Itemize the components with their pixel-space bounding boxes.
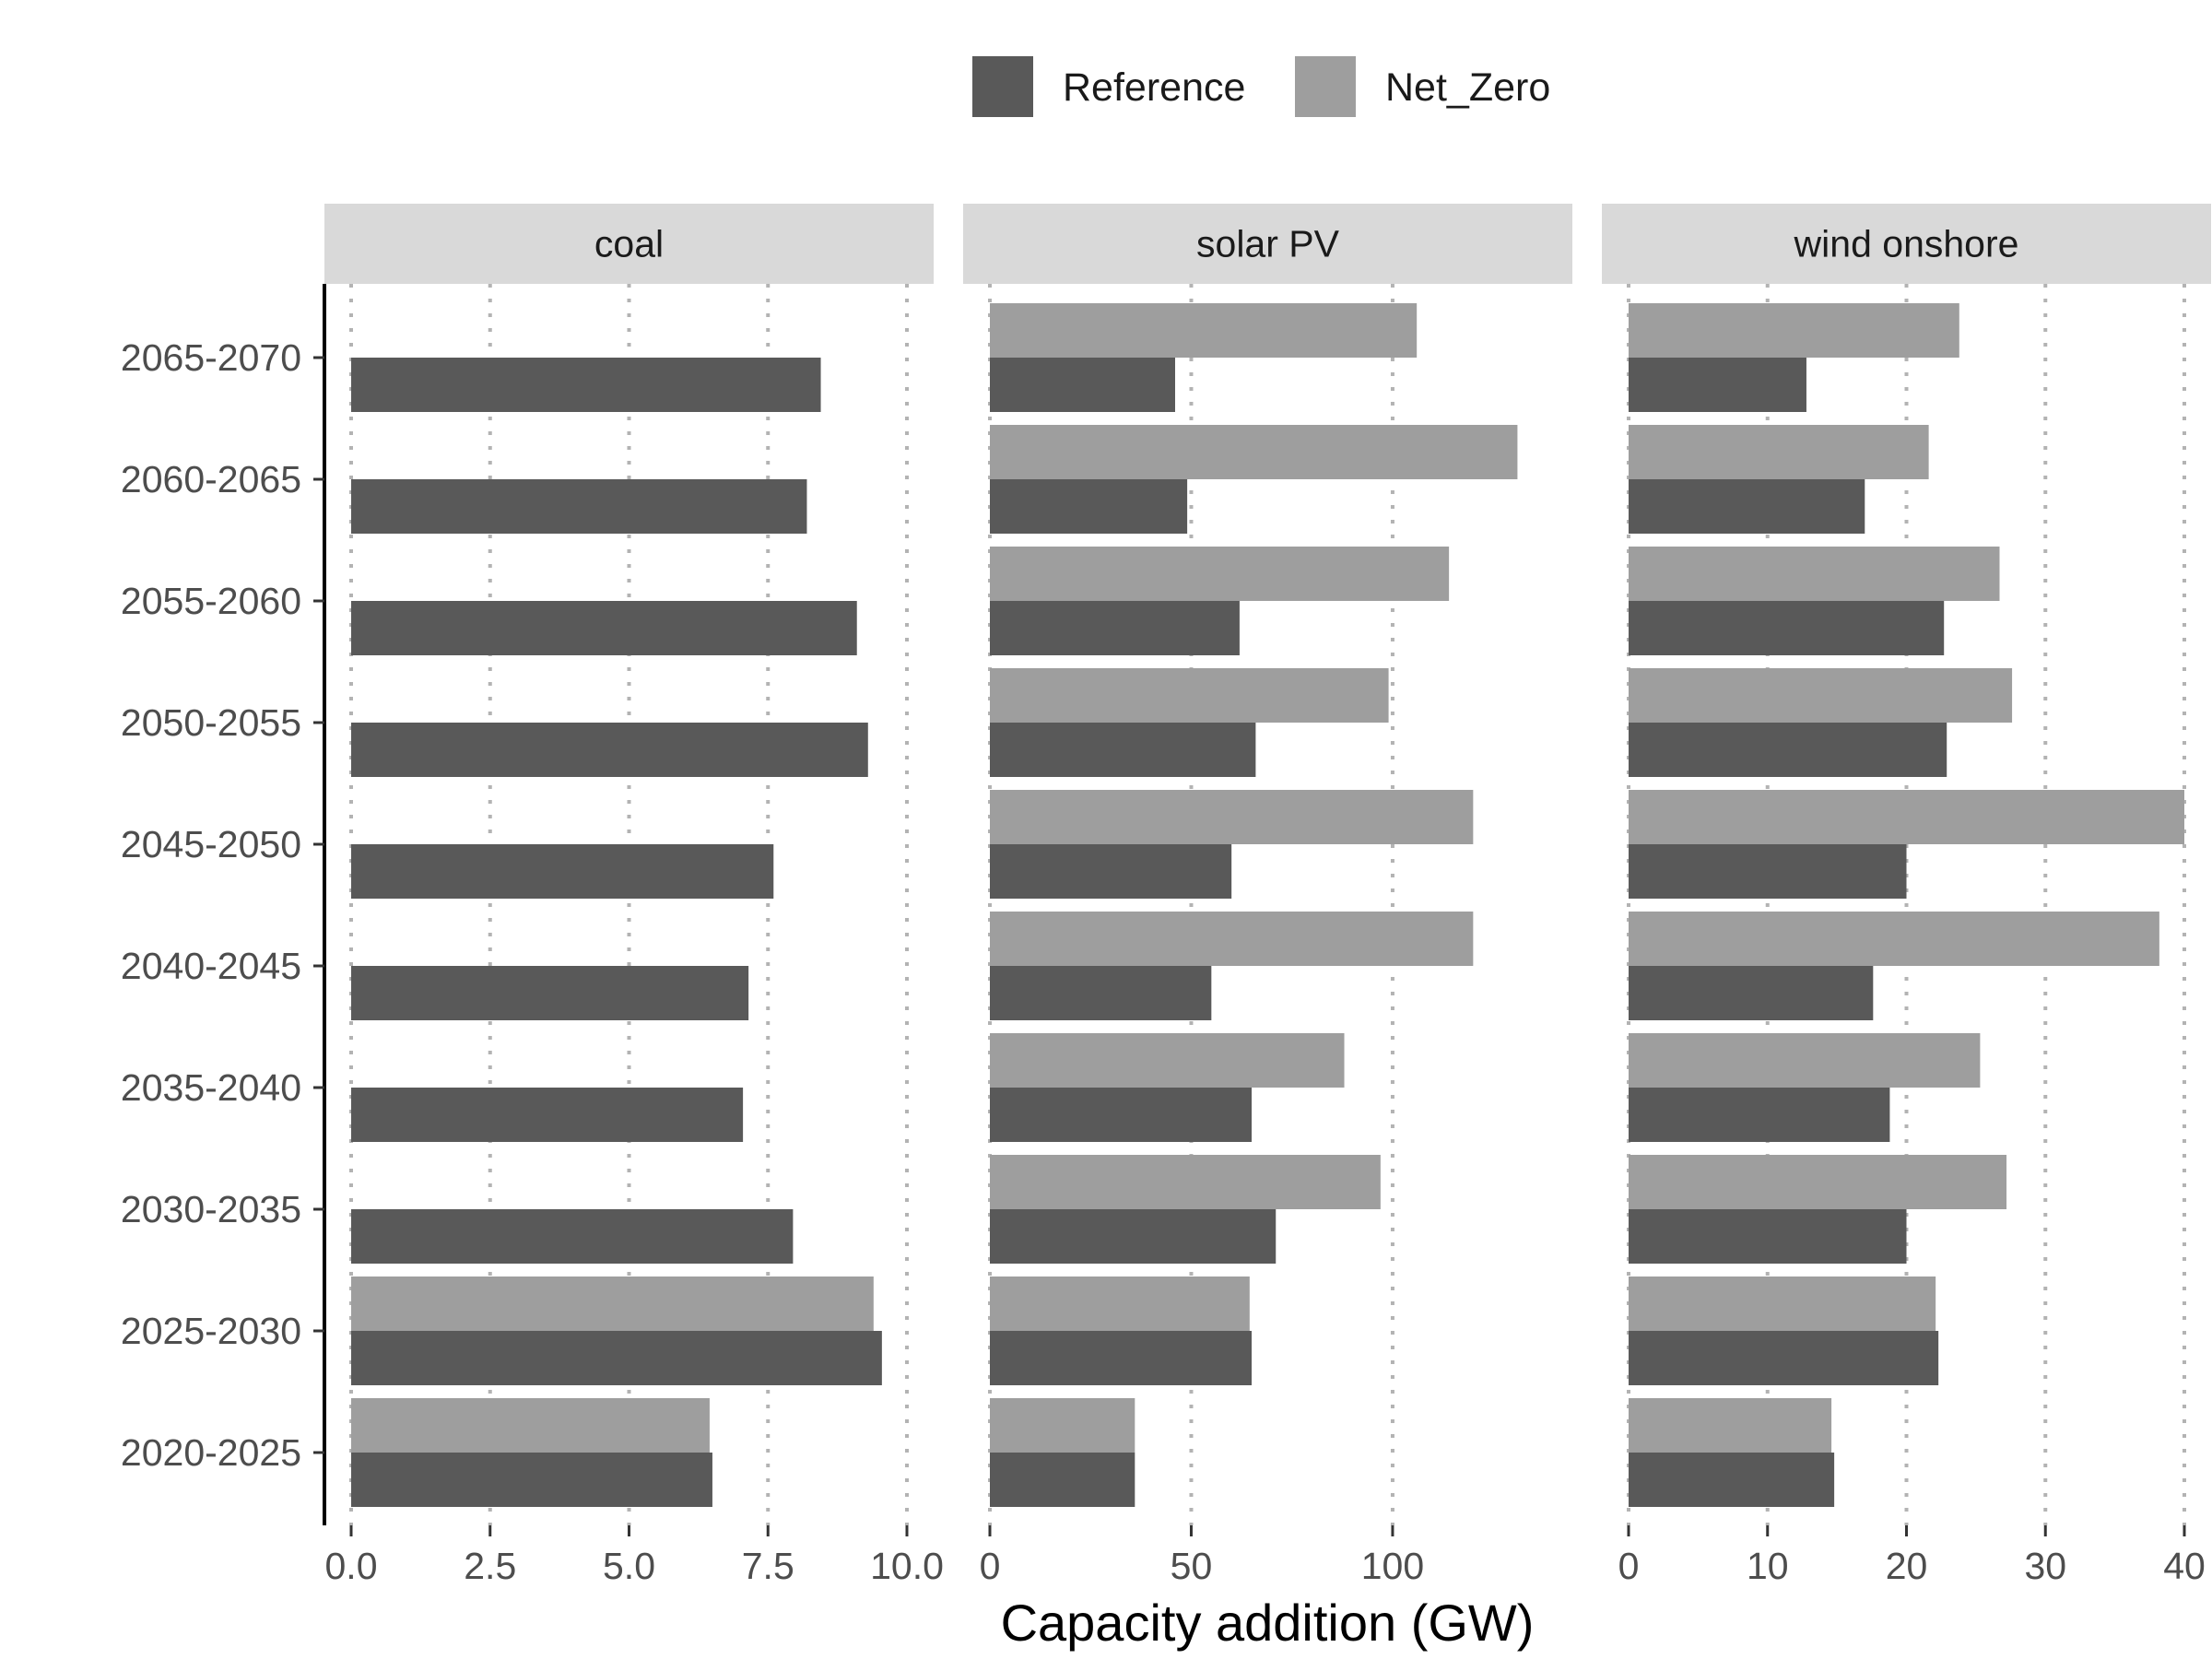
bar-net-zero-2050-2055 <box>1629 668 2013 723</box>
bar-net-zero-2060-2065 <box>990 425 1518 479</box>
y-tick-label: 2025-2030 <box>121 1310 301 1352</box>
bar-reference-2035-2040 <box>1629 1088 1890 1142</box>
bar-reference-2025-2030 <box>351 1331 882 1385</box>
bar-reference-2030-2035 <box>351 1209 794 1264</box>
bar-reference-2050-2055 <box>351 723 868 777</box>
y-tick-label: 2045-2050 <box>121 823 301 865</box>
bar-reference-2020-2025 <box>990 1453 1135 1507</box>
strip-solar-pv <box>963 204 1572 284</box>
bar-net-zero-2045-2050 <box>1629 790 2184 844</box>
bar-reference-2035-2040 <box>351 1088 744 1142</box>
strip-label: coal <box>594 223 664 265</box>
bar-reference-2045-2050 <box>990 844 1232 899</box>
bar-net-zero-2035-2040 <box>1629 1033 1981 1088</box>
bar-reference-2065-2070 <box>990 358 1175 412</box>
bar-net-zero-2025-2030 <box>1629 1277 1936 1331</box>
bar-net-zero-2025-2030 <box>990 1277 1250 1331</box>
bar-reference-2045-2050 <box>351 844 774 899</box>
panel-solar-pv: solar PV 0 50 100 <box>963 204 1572 1587</box>
y-tick-label: 2055-2060 <box>121 580 301 622</box>
y-tick-label: 2030-2035 <box>121 1188 301 1230</box>
strip-wind-onshore <box>1602 204 2211 284</box>
bar-reference-2035-2040 <box>990 1088 1253 1142</box>
x-tick-label: 30 <box>2024 1545 2066 1587</box>
x-tick-label: 0 <box>980 1545 1001 1587</box>
bar-reference-2060-2065 <box>1629 479 1865 534</box>
x-tick-label: 10.0 <box>870 1545 944 1587</box>
bar-net-zero-2020-2025 <box>351 1398 710 1453</box>
x-axis-title: Capacity addition (GW) <box>1001 1594 1535 1652</box>
x-tick-label: 0.0 <box>325 1545 378 1587</box>
bar-reference-2055-2060 <box>990 601 1240 655</box>
legend: Reference Net_Zero <box>972 56 1550 117</box>
x-tick-label: 5.0 <box>603 1545 655 1587</box>
bar-net-zero-2045-2050 <box>990 790 1474 844</box>
x-tick-label: 2.5 <box>464 1545 516 1587</box>
y-tick-label: 2040-2045 <box>121 945 301 987</box>
bar-net-zero-2060-2065 <box>1629 425 1929 479</box>
bar-reference-2045-2050 <box>1629 844 1907 899</box>
bar-reference-2040-2045 <box>1629 966 1874 1020</box>
bar-net-zero-2030-2035 <box>1629 1155 2007 1209</box>
bar-reference-2055-2060 <box>1629 601 1945 655</box>
bar-reference-2025-2030 <box>1629 1331 1939 1385</box>
legend-key-reference <box>972 56 1033 117</box>
x-tick-label: 40 <box>2163 1545 2206 1587</box>
bar-net-zero-2055-2060 <box>990 547 1450 601</box>
bar-reference-2025-2030 <box>990 1331 1253 1385</box>
y-tick-label: 2060-2065 <box>121 458 301 500</box>
bar-net-zero-2025-2030 <box>351 1277 874 1331</box>
bar-net-zero-2035-2040 <box>990 1033 1345 1088</box>
x-tick-label: 0 <box>1618 1545 1640 1587</box>
bar-reference-2030-2035 <box>1629 1209 1907 1264</box>
bar-net-zero-2050-2055 <box>990 668 1389 723</box>
bar-net-zero-2040-2045 <box>990 912 1474 966</box>
bar-reference-2020-2025 <box>351 1453 712 1507</box>
panel-coal: coal 0.0 2.5 5.0 7.5 10.0 <box>324 204 944 1587</box>
bar-reference-2060-2065 <box>990 479 1188 534</box>
x-tick-label: 20 <box>1886 1545 1928 1587</box>
legend-label-reference: Reference <box>1063 65 1245 110</box>
bar-reference-2020-2025 <box>1629 1453 1835 1507</box>
bar-reference-2065-2070 <box>1629 358 1806 412</box>
x-tick-label: 7.5 <box>742 1545 794 1587</box>
x-tick-label: 10 <box>1747 1545 1789 1587</box>
bar-net-zero-2065-2070 <box>990 303 1418 358</box>
bar-reference-2055-2060 <box>351 601 857 655</box>
panel-wind-onshore: wind onshore 0 10 20 30 40 <box>1602 204 2211 1587</box>
bar-reference-2050-2055 <box>990 723 1256 777</box>
bar-reference-2060-2065 <box>351 479 807 534</box>
y-tick-label: 2035-2040 <box>121 1066 301 1109</box>
strip-label: solar PV <box>1196 223 1340 265</box>
bar-reference-2030-2035 <box>990 1209 1277 1264</box>
y-tick-label: 2050-2055 <box>121 701 301 744</box>
y-tick-label: 2020-2025 <box>121 1431 301 1474</box>
bar-reference-2065-2070 <box>351 358 821 412</box>
bar-net-zero-2065-2070 <box>1629 303 1959 358</box>
bar-net-zero-2020-2025 <box>1629 1398 1832 1453</box>
bar-net-zero-2030-2035 <box>990 1155 1381 1209</box>
bar-net-zero-2055-2060 <box>1629 547 2000 601</box>
x-tick-label: 100 <box>1361 1545 1424 1587</box>
legend-key-net-zero <box>1295 56 1356 117</box>
bar-reference-2040-2045 <box>351 966 749 1020</box>
bar-reference-2040-2045 <box>990 966 1212 1020</box>
y-axis: 2020-2025 2025-2030 2030-2035 2035-2040 2040… <box>121 284 326 1525</box>
bar-net-zero-2040-2045 <box>1629 912 2159 966</box>
bar-net-zero-2020-2025 <box>990 1398 1135 1453</box>
bar-reference-2050-2055 <box>1629 723 1947 777</box>
strip-coal <box>324 204 934 284</box>
strip-label: wind onshore <box>1794 223 2019 265</box>
y-tick-label: 2065-2070 <box>121 336 301 379</box>
x-tick-label: 50 <box>1171 1545 1213 1587</box>
legend-label-net-zero: Net_Zero <box>1385 65 1550 110</box>
